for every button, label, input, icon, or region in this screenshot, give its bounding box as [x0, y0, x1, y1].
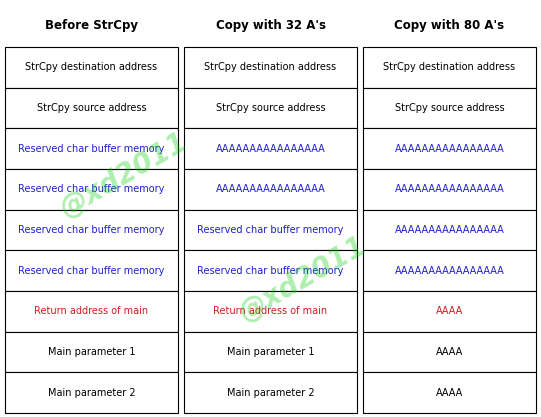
Bar	[184, 88, 357, 128]
Bar	[363, 88, 536, 128]
Bar	[5, 210, 178, 250]
Text: Return address of main: Return address of main	[35, 306, 149, 317]
Text: Reserved char buffer memory: Reserved char buffer memory	[197, 266, 344, 276]
Text: AAAAAAAAAAAAAAAA: AAAAAAAAAAAAAAAA	[216, 144, 325, 154]
Bar	[363, 128, 536, 169]
Bar	[184, 332, 357, 372]
Bar	[363, 250, 536, 291]
Bar	[5, 250, 178, 291]
Bar	[363, 332, 536, 372]
Bar	[5, 372, 178, 413]
Bar	[184, 47, 357, 88]
Text: Reserved char buffer memory: Reserved char buffer memory	[18, 144, 164, 154]
Text: Reserved char buffer memory: Reserved char buffer memory	[18, 266, 164, 276]
Bar	[5, 88, 178, 128]
Bar	[363, 169, 536, 210]
Text: Main parameter 2: Main parameter 2	[227, 388, 314, 398]
Text: StrCpy destination address: StrCpy destination address	[25, 62, 157, 72]
Bar	[5, 128, 178, 169]
Text: AAAAAAAAAAAAAAAA: AAAAAAAAAAAAAAAA	[394, 225, 504, 235]
Text: StrCpy destination address: StrCpy destination address	[384, 62, 516, 72]
Bar	[5, 291, 178, 332]
Text: StrCpy source address: StrCpy source address	[37, 103, 146, 113]
Bar	[184, 210, 357, 250]
Text: AAAA: AAAA	[436, 388, 463, 398]
Bar	[5, 47, 178, 88]
Bar	[5, 169, 178, 210]
Bar	[363, 210, 536, 250]
Text: Main parameter 1: Main parameter 1	[48, 347, 135, 357]
Text: Before StrCpy: Before StrCpy	[45, 19, 138, 32]
Bar	[363, 372, 536, 413]
Text: Reserved char buffer memory: Reserved char buffer memory	[18, 184, 164, 194]
Text: AAAAAAAAAAAAAAAA: AAAAAAAAAAAAAAAA	[394, 266, 504, 276]
Text: AAAA: AAAA	[436, 347, 463, 357]
Text: Copy with 32 A's: Copy with 32 A's	[215, 19, 326, 32]
Text: Return address of main: Return address of main	[214, 306, 327, 317]
Bar	[363, 291, 536, 332]
Text: AAAAAAAAAAAAAAAA: AAAAAAAAAAAAAAAA	[394, 184, 504, 194]
Text: @xd2011: @xd2011	[234, 231, 372, 327]
Text: @xd2011: @xd2011	[56, 127, 193, 223]
Bar	[184, 128, 357, 169]
Bar	[5, 332, 178, 372]
Text: StrCpy destination address: StrCpy destination address	[204, 62, 337, 72]
Bar	[184, 169, 357, 210]
Text: Reserved char buffer memory: Reserved char buffer memory	[18, 225, 164, 235]
Text: Main parameter 1: Main parameter 1	[227, 347, 314, 357]
Text: AAAAAAAAAAAAAAAA: AAAAAAAAAAAAAAAA	[394, 144, 504, 154]
Text: Copy with 80 A's: Copy with 80 A's	[394, 19, 505, 32]
Text: Reserved char buffer memory: Reserved char buffer memory	[197, 225, 344, 235]
Bar	[363, 47, 536, 88]
Bar	[184, 291, 357, 332]
Text: AAAAAAAAAAAAAAAA: AAAAAAAAAAAAAAAA	[216, 184, 325, 194]
Text: AAAA: AAAA	[436, 306, 463, 317]
Text: StrCpy source address: StrCpy source address	[216, 103, 325, 113]
Bar	[184, 372, 357, 413]
Text: Main parameter 2: Main parameter 2	[48, 388, 135, 398]
Text: StrCpy source address: StrCpy source address	[395, 103, 504, 113]
Bar	[184, 250, 357, 291]
